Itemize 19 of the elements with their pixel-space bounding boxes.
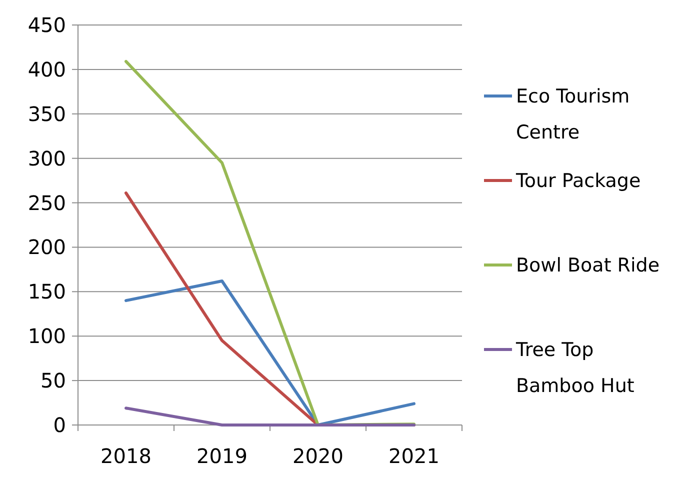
y-tick-label: 50 [40, 368, 66, 393]
x-tick-label: 2020 [292, 444, 344, 468]
y-tick-label: 350 [28, 102, 66, 126]
y-tick-label: 400 [28, 57, 66, 82]
x-tick-label: 2018 [100, 444, 152, 468]
y-tick-label: 0 [53, 413, 66, 437]
y-tick-label: 250 [28, 190, 66, 215]
legend-label: Eco Tourism Centre [516, 86, 630, 144]
legend-label: Tour Package [515, 170, 641, 192]
y-tick-label: 300 [28, 146, 66, 170]
y-tick-label: 100 [28, 324, 66, 348]
line-series [124, 280, 416, 426]
y-tick-label: 150 [28, 280, 66, 304]
x-tick-label: 2019 [196, 444, 248, 468]
legend-label: Bowl Boat Ride [516, 254, 660, 277]
legend-label: Tree Top Bamboo Hut [515, 339, 634, 398]
y-tick-label: 450 [28, 13, 66, 37]
y-tick-label: 200 [28, 235, 66, 260]
x-tick-label: 2021 [388, 444, 440, 468]
